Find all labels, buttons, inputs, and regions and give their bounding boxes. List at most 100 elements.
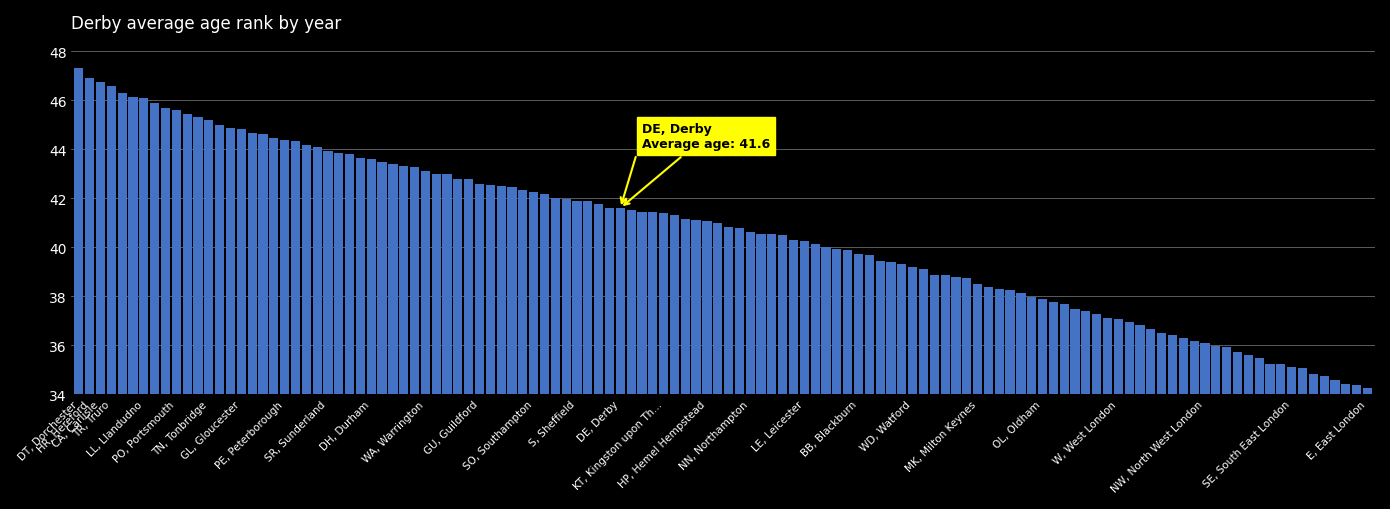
Bar [724, 227, 733, 509]
Bar [313, 148, 321, 509]
Bar [334, 153, 343, 509]
Bar [302, 146, 311, 509]
Bar [735, 229, 744, 509]
Bar [1102, 319, 1112, 509]
Bar [1190, 342, 1198, 509]
Bar [128, 97, 138, 509]
Bar [1136, 326, 1144, 509]
Bar [1147, 329, 1155, 509]
Bar [1308, 374, 1318, 509]
Bar [1287, 367, 1297, 509]
Bar [345, 155, 354, 509]
Bar [1233, 352, 1243, 509]
Bar [150, 104, 160, 509]
Bar [853, 254, 863, 509]
Bar [627, 210, 635, 509]
Bar [1156, 333, 1166, 509]
Bar [1113, 320, 1123, 509]
Bar [865, 255, 874, 509]
Bar [1330, 380, 1340, 509]
Bar [1005, 291, 1015, 509]
Bar [1070, 309, 1080, 509]
Bar [193, 118, 203, 509]
Bar [790, 240, 798, 509]
Bar [691, 221, 701, 509]
Bar [681, 219, 689, 509]
Bar [96, 83, 106, 509]
Bar [984, 287, 992, 509]
Bar [1168, 335, 1177, 509]
Bar [388, 165, 398, 509]
Bar [485, 186, 495, 509]
Bar [584, 202, 592, 509]
Bar [594, 204, 603, 509]
Bar [1049, 302, 1058, 509]
Bar [799, 241, 809, 509]
Bar [161, 108, 170, 509]
Bar [1362, 389, 1372, 509]
Bar [378, 163, 386, 509]
Bar [638, 212, 646, 509]
Bar [1016, 294, 1026, 509]
Bar [1298, 368, 1307, 509]
Bar [1276, 365, 1286, 509]
Bar [616, 209, 626, 509]
Bar [713, 223, 723, 509]
Bar [227, 129, 235, 509]
Bar [399, 167, 409, 509]
Bar [919, 270, 929, 509]
Bar [941, 275, 949, 509]
Bar [605, 208, 614, 509]
Bar [930, 275, 938, 509]
Text: Derby average age rank by year: Derby average age rank by year [71, 15, 342, 33]
Bar [962, 279, 972, 509]
Bar [951, 277, 960, 509]
Bar [1341, 385, 1350, 509]
Bar [279, 141, 289, 509]
Bar [442, 175, 452, 509]
Bar [562, 200, 571, 509]
Bar [204, 120, 214, 509]
Bar [648, 212, 657, 509]
Bar [182, 115, 192, 509]
Bar [908, 268, 917, 509]
Bar [291, 142, 300, 509]
Bar [432, 175, 441, 509]
Bar [821, 248, 831, 509]
Bar [1059, 304, 1069, 509]
Bar [1255, 359, 1264, 509]
Bar [74, 69, 83, 509]
Bar [1265, 364, 1275, 509]
Bar [475, 185, 484, 509]
Bar [887, 263, 895, 509]
Bar [1093, 315, 1101, 509]
Bar [215, 126, 224, 509]
Bar [236, 130, 246, 509]
Bar [85, 78, 95, 509]
Bar [356, 159, 366, 509]
Bar [1201, 344, 1209, 509]
Bar [1038, 299, 1047, 509]
Bar [324, 152, 332, 509]
Bar [539, 195, 549, 509]
Bar [1125, 323, 1134, 509]
Bar [1211, 346, 1220, 509]
Bar [833, 249, 841, 509]
Bar [702, 222, 712, 509]
Bar [453, 179, 463, 509]
Bar [507, 188, 517, 509]
Bar [118, 94, 126, 509]
Bar [247, 133, 257, 509]
Bar [767, 235, 777, 509]
Bar [1319, 377, 1329, 509]
Bar [139, 99, 149, 509]
Bar [778, 236, 787, 509]
Bar [530, 193, 538, 509]
Bar [496, 186, 506, 509]
Bar [270, 138, 278, 509]
Bar [995, 290, 1004, 509]
Bar [259, 134, 267, 509]
Bar [876, 261, 885, 509]
Bar [1222, 347, 1232, 509]
Bar [810, 244, 820, 509]
